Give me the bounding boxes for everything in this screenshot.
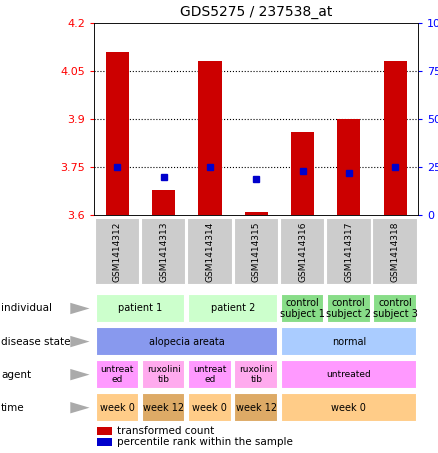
Text: individual: individual (1, 304, 52, 313)
Text: GSM1414317: GSM1414317 (344, 221, 353, 282)
Bar (281, 393, 417, 422)
Bar (281, 294, 324, 323)
Text: GSM1414313: GSM1414313 (159, 221, 168, 282)
Bar (245, 212, 268, 215)
Text: control
subject 1: control subject 1 (280, 298, 325, 319)
Bar (187, 218, 233, 285)
Text: ruxolini
tib: ruxolini tib (147, 365, 180, 384)
Text: week 0: week 0 (192, 403, 227, 413)
Polygon shape (70, 336, 89, 347)
Polygon shape (70, 402, 89, 414)
Text: GSM1414318: GSM1414318 (391, 221, 399, 282)
Bar (95, 393, 139, 422)
Bar (234, 360, 278, 389)
Text: control
subject 2: control subject 2 (326, 298, 371, 319)
Bar (291, 132, 314, 215)
Bar (373, 294, 417, 323)
Bar (97, 427, 112, 435)
Text: agent: agent (1, 370, 31, 380)
Text: alopecia areata: alopecia areata (149, 337, 225, 347)
Text: GSM1414316: GSM1414316 (298, 221, 307, 282)
Text: patient 1: patient 1 (118, 304, 162, 313)
Text: percentile rank within the sample: percentile rank within the sample (117, 437, 293, 447)
Bar (142, 360, 185, 389)
Bar (95, 294, 185, 323)
Text: untreat
ed: untreat ed (193, 365, 226, 384)
Text: control
subject 3: control subject 3 (373, 298, 417, 319)
Text: GSM1414314: GSM1414314 (205, 221, 215, 282)
Text: transformed count: transformed count (117, 426, 214, 436)
Text: patient 2: patient 2 (211, 304, 255, 313)
Bar (97, 438, 112, 446)
Bar (106, 52, 129, 215)
Polygon shape (70, 369, 89, 381)
Text: GSM1414312: GSM1414312 (113, 221, 122, 282)
Text: week 12: week 12 (236, 403, 277, 413)
Bar (95, 327, 278, 356)
Text: disease state: disease state (1, 337, 71, 347)
Bar (198, 61, 222, 215)
Title: GDS5275 / 237538_at: GDS5275 / 237538_at (180, 5, 332, 19)
Bar (188, 393, 232, 422)
Bar (188, 294, 278, 323)
Bar (326, 218, 371, 285)
Text: normal: normal (332, 337, 366, 347)
Bar (188, 360, 232, 389)
Bar (337, 119, 360, 215)
Bar (95, 218, 140, 285)
Bar (142, 393, 185, 422)
Bar (141, 218, 186, 285)
Bar (384, 61, 407, 215)
Text: GSM1414315: GSM1414315 (252, 221, 261, 282)
Text: time: time (1, 403, 25, 413)
Text: untreated: untreated (326, 370, 371, 379)
Bar (372, 218, 418, 285)
Bar (234, 393, 278, 422)
Text: week 0: week 0 (332, 403, 366, 413)
Text: untreat
ed: untreat ed (101, 365, 134, 384)
Bar (281, 327, 417, 356)
Text: week 12: week 12 (143, 403, 184, 413)
Bar (280, 218, 325, 285)
Bar (281, 360, 417, 389)
Text: week 0: week 0 (100, 403, 135, 413)
Bar (233, 218, 279, 285)
Bar (95, 360, 139, 389)
Polygon shape (70, 303, 89, 314)
Bar (327, 294, 371, 323)
Bar (152, 189, 175, 215)
Text: ruxolini
tib: ruxolini tib (239, 365, 273, 384)
